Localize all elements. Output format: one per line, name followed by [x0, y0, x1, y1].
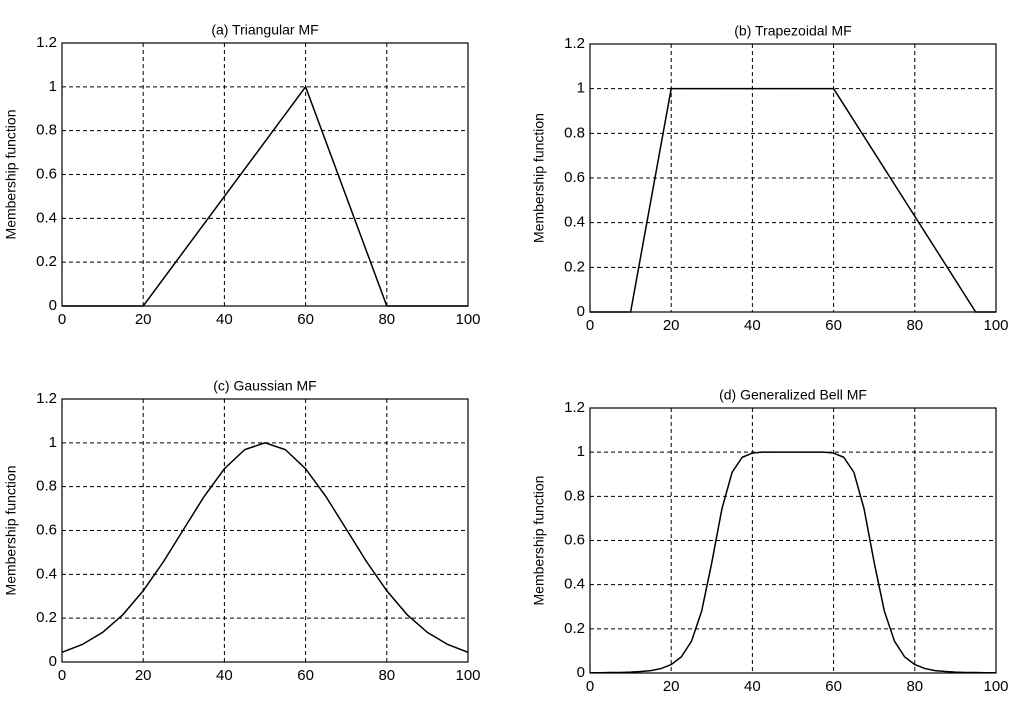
x-tick-label: 20: [135, 667, 152, 684]
y-tick-label: 1: [49, 78, 57, 95]
plot-frame: [61, 398, 469, 663]
x-tick-label: 0: [58, 311, 66, 328]
x-tick-label: 0: [586, 317, 594, 334]
y-tick-label: 0: [577, 664, 585, 681]
x-tick-label: 20: [135, 311, 152, 328]
x-tick-label: 40: [744, 317, 761, 334]
y-axis-label: Membership function: [531, 476, 547, 606]
y-tick-label: 1.2: [36, 34, 57, 51]
x-tick-label: 0: [58, 667, 66, 684]
y-tick-label: 0.6: [564, 531, 585, 548]
x-tick-label: 100: [455, 667, 480, 684]
y-tick-label: 0.8: [36, 122, 57, 139]
chart-title: (b) Trapezoidal MF: [734, 23, 851, 39]
y-tick-label: 0: [49, 297, 57, 314]
y-tick-label: 0.8: [564, 487, 585, 504]
plot-frame: [589, 43, 997, 313]
x-tick-label: 20: [663, 317, 680, 334]
plot-frame: [589, 407, 997, 674]
plot-frame: [61, 42, 469, 307]
subplot: 0 20 40 60 80 100 0 0.2 0.4 0.6 0.8 1 1.2 (d) General…: [531, 387, 1009, 695]
subplot: 0 20 40 60 80 100 0 0.2 0.4 0.6 0.8 1 1.2 (a) Triangu…: [3, 22, 481, 328]
y-axis-label: Membership function: [3, 466, 19, 596]
x-tick-label: 80: [378, 311, 395, 328]
x-tick-label: 60: [297, 311, 314, 328]
y-tick-label: 1.2: [36, 390, 57, 407]
y-tick-label: 0.2: [36, 609, 57, 626]
y-tick-label: 0: [49, 653, 57, 670]
x-tick-label: 40: [216, 667, 233, 684]
x-tick-label: 60: [825, 678, 842, 695]
y-axis-label: Membership function: [531, 113, 547, 243]
y-tick-label: 0.4: [36, 209, 57, 226]
y-tick-label: 1.2: [564, 399, 585, 416]
y-axis-label: Membership function: [3, 110, 19, 240]
chart-title: (a) Triangular MF: [211, 22, 318, 38]
y-tick-label: 0: [577, 303, 585, 320]
y-tick-label: 0.4: [564, 576, 585, 593]
x-tick-label: 80: [378, 667, 395, 684]
line-series: [62, 85, 468, 307]
y-tick-label: 1: [577, 443, 585, 460]
y-tick-label: 0.8: [564, 124, 585, 141]
y-tick-label: 0.4: [564, 214, 585, 231]
y-tick-label: 0.6: [36, 521, 57, 538]
y-tick-label: 0.2: [36, 253, 57, 270]
x-tick-label: 60: [297, 667, 314, 684]
y-tick-label: 0.4: [36, 565, 57, 582]
y-tick-label: 0.2: [564, 258, 585, 275]
line-series: [590, 451, 996, 674]
chart-title: (d) Generalized Bell MF: [719, 387, 867, 403]
x-tick-label: 100: [983, 317, 1008, 334]
chart-title: (c) Gaussian MF: [213, 378, 316, 394]
y-tick-label: 0.6: [564, 169, 585, 186]
y-tick-label: 0.6: [36, 165, 57, 182]
x-tick-label: 80: [906, 678, 923, 695]
subplot: 0 20 40 60 80 100 0 0.2 0.4 0.6 0.8 1 1.2 (b) Trapezo…: [531, 23, 1009, 334]
y-tick-label: 0.2: [564, 620, 585, 637]
x-tick-label: 40: [216, 311, 233, 328]
x-tick-label: 80: [906, 317, 923, 334]
x-tick-label: 20: [663, 678, 680, 695]
x-tick-label: 0: [586, 678, 594, 695]
y-tick-label: 1: [49, 434, 57, 451]
y-tick-label: 1: [577, 80, 585, 97]
line-series: [590, 87, 996, 313]
subplot: 0 20 40 60 80 100 0 0.2 0.4 0.6 0.8 1 1.2 (c) Gaussia…: [3, 378, 481, 684]
x-tick-label: 40: [744, 678, 761, 695]
x-tick-label: 60: [825, 317, 842, 334]
line-series: [61, 442, 469, 654]
y-tick-label: 0.8: [36, 478, 57, 495]
y-tick-label: 1.2: [564, 35, 585, 52]
x-tick-label: 100: [983, 678, 1008, 695]
x-tick-label: 100: [455, 311, 480, 328]
